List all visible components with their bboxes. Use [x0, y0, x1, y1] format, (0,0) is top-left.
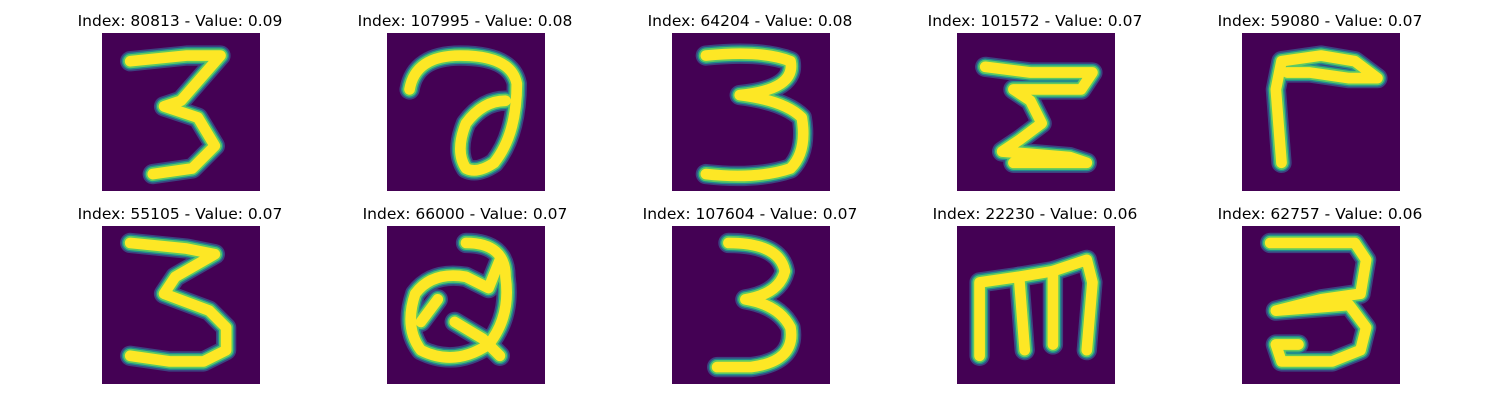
glyph-stroke	[415, 293, 444, 328]
glyph-stroke	[449, 316, 506, 362]
glyph-stroke	[711, 237, 797, 373]
glyph-stroke	[1270, 50, 1383, 169]
digit-image	[957, 226, 1115, 384]
panel-title: Index: 107995 - Value: 0.08	[357, 12, 573, 30]
panel-3: Index: 64204 - Value: 0.08	[600, 10, 900, 200]
glyph-stroke	[405, 237, 512, 363]
panel-title: Index: 107604 - Value: 0.07	[642, 205, 858, 223]
panel-title: Index: 55105 - Value: 0.07	[77, 205, 283, 223]
panel-1: Index: 80813 - Value: 0.09	[30, 10, 330, 200]
digit-image	[957, 33, 1115, 191]
glyph-stroke	[1013, 271, 1031, 356]
panel-title: Index: 59080 - Value: 0.07	[1217, 12, 1423, 30]
panel-2: Index: 107995 - Value: 0.08	[315, 10, 615, 200]
digit-image	[387, 226, 545, 384]
panel-9: Index: 22230 - Value: 0.06	[885, 203, 1185, 393]
digit-image	[387, 33, 545, 191]
glyph-stroke	[979, 61, 1098, 169]
panel-title: Index: 22230 - Value: 0.06	[932, 205, 1138, 223]
digit-image	[102, 226, 260, 384]
panel-title: Index: 62757 - Value: 0.06	[1217, 205, 1423, 223]
panel-10: Index: 62757 - Value: 0.06	[1170, 203, 1470, 393]
glyph-stroke	[124, 237, 232, 367]
panel-8: Index: 107604 - Value: 0.07	[600, 203, 900, 393]
digit-image	[672, 33, 830, 191]
panel-title: Index: 101572 - Value: 0.07	[927, 12, 1143, 30]
glyph-stroke	[404, 50, 523, 176]
digit-image	[672, 226, 830, 384]
digit-image	[1242, 226, 1400, 384]
digit-image	[102, 33, 260, 191]
glyph-stroke	[700, 48, 809, 182]
panel-title: Index: 64204 - Value: 0.08	[647, 12, 853, 30]
panel-title: Index: 80813 - Value: 0.09	[77, 12, 283, 30]
glyph-stroke	[124, 50, 226, 180]
panel-6: Index: 55105 - Value: 0.07	[30, 203, 330, 393]
panel-5: Index: 59080 - Value: 0.07	[1170, 10, 1470, 200]
digit-image	[1242, 33, 1400, 191]
panel-7: Index: 66000 - Value: 0.07	[315, 203, 615, 393]
glyph-stroke	[1264, 237, 1372, 367]
panel-4: Index: 101572 - Value: 0.07	[885, 10, 1185, 200]
panel-title: Index: 66000 - Value: 0.07	[362, 205, 568, 223]
